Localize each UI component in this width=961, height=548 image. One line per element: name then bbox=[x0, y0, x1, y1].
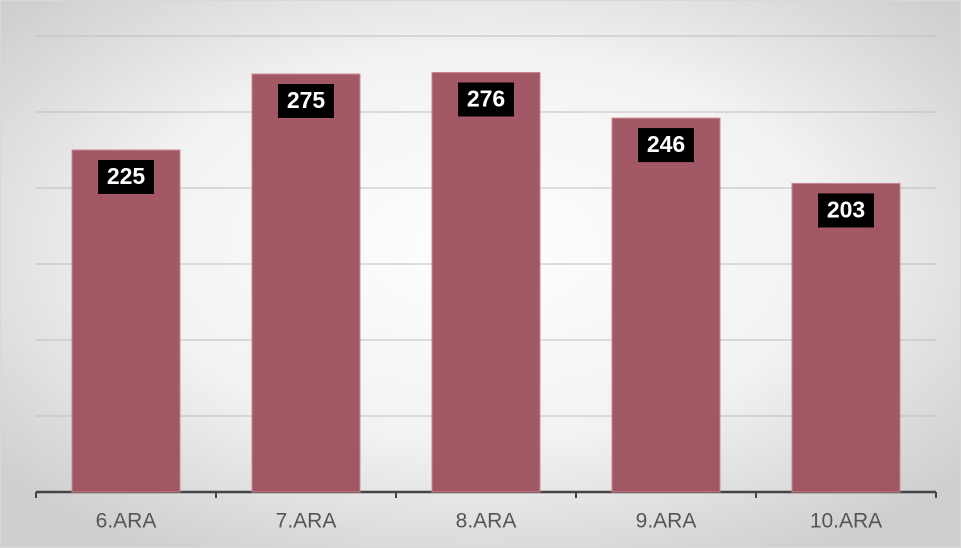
data-label-box bbox=[638, 128, 694, 163]
x-tick-label: 8.ARA bbox=[456, 510, 517, 533]
data-label: 246 bbox=[647, 131, 685, 157]
data-label-box bbox=[458, 82, 514, 117]
bar bbox=[71, 149, 181, 493]
bar bbox=[611, 117, 721, 493]
data-label: 275 bbox=[287, 87, 326, 113]
bar bbox=[251, 73, 361, 493]
data-label-box bbox=[818, 193, 874, 228]
x-tick-label: 10.ARA bbox=[810, 510, 882, 533]
data-label-box bbox=[278, 84, 334, 118]
data-label: 276 bbox=[467, 86, 505, 112]
x-tick-label: 7.ARA bbox=[276, 510, 337, 533]
x-tick-label: 9.ARA bbox=[636, 510, 697, 533]
data-label: 225 bbox=[107, 163, 146, 189]
x-tick-label: 6.ARA bbox=[96, 510, 157, 533]
bar bbox=[431, 71, 541, 493]
bar bbox=[791, 182, 901, 493]
data-label-box bbox=[98, 160, 154, 194]
data-label: 203 bbox=[827, 197, 865, 223]
